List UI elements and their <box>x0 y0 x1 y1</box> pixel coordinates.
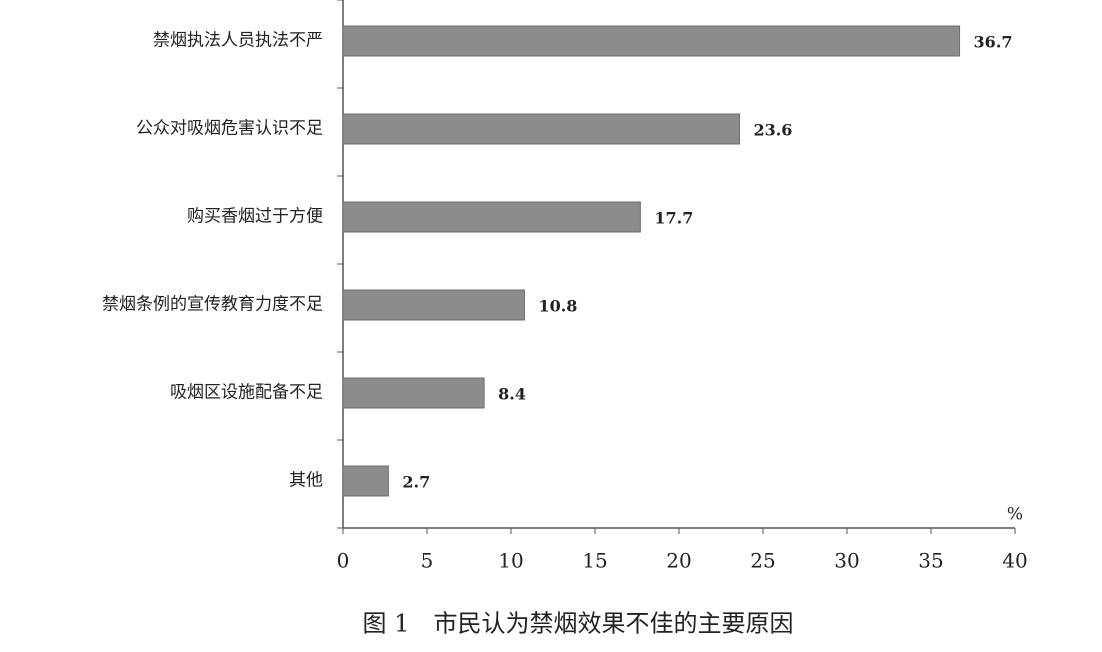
bar <box>342 377 485 409</box>
bar <box>342 289 525 321</box>
y-tick-label: 禁烟执法人员执法不严 <box>153 31 323 51</box>
x-tick-label: 5 <box>421 549 434 573</box>
data-label: 36.7 <box>974 33 1013 52</box>
data-label: 8.4 <box>498 385 526 404</box>
chart-title: 图 1 市民认为禁烟效果不佳的主要原因 <box>363 610 794 638</box>
y-tick-label: 禁烟条例的宣传教育力度不足 <box>102 295 323 315</box>
y-tick-label: 其他 <box>289 471 323 491</box>
x-tick-label: 20 <box>666 549 691 573</box>
y-tick-label: 吸烟区设施配备不足 <box>170 383 323 403</box>
x-tick-label: 15 <box>582 549 607 573</box>
data-label: 17.7 <box>654 209 693 228</box>
data-label: 2.7 <box>402 473 430 492</box>
x-tick-label: 40 <box>1002 549 1027 573</box>
bar <box>342 113 740 145</box>
data-label: 23.6 <box>753 121 792 140</box>
x-tick-label: 10 <box>498 549 523 573</box>
bar <box>342 25 961 57</box>
x-tick-label: 35 <box>918 549 943 573</box>
x-tick-label: 30 <box>834 549 859 573</box>
y-tick-label: 公众对吸烟危害认识不足 <box>136 119 323 139</box>
y-tick-label: 购买香烟过于方便 <box>187 207 323 227</box>
x-tick-label: 0 <box>337 549 350 573</box>
x-tick-label: 25 <box>750 549 775 573</box>
bar <box>342 465 389 497</box>
bar <box>342 201 641 233</box>
x-axis-label: % <box>1007 505 1023 525</box>
data-label: 10.8 <box>538 297 577 316</box>
